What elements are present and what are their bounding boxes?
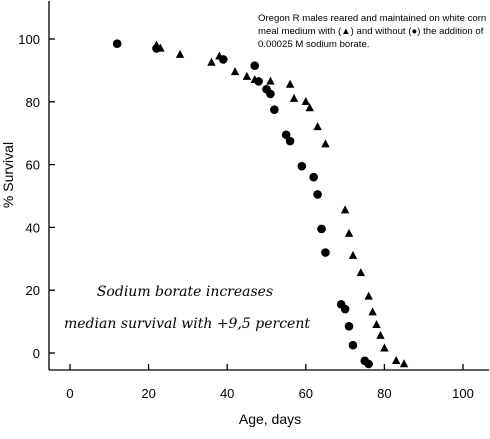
triangle-marker bbox=[348, 250, 358, 259]
circle-marker bbox=[266, 89, 275, 99]
circle-marker bbox=[344, 322, 354, 331]
triangle-marker bbox=[289, 93, 299, 102]
x-tick-label: 100 bbox=[452, 386, 474, 401]
note-line-1: Oregon R males reared and maintained on … bbox=[258, 13, 486, 24]
circle-marker bbox=[297, 161, 307, 171]
triangle-marker bbox=[175, 49, 185, 58]
y-tick-label: 100 bbox=[18, 32, 40, 47]
x-tick-label: 20 bbox=[141, 386, 155, 401]
circle-marker bbox=[309, 172, 318, 182]
x-tick-group: 0 20 40 60 80 100 bbox=[66, 364, 474, 401]
x-tick-label: 80 bbox=[377, 386, 391, 401]
triangle-marker bbox=[368, 307, 377, 316]
triangle-marker bbox=[340, 205, 350, 214]
legend-note: Oregon R males reared and maintained on … bbox=[258, 13, 486, 50]
circle-marker bbox=[152, 44, 161, 53]
circle-marker bbox=[218, 55, 228, 64]
triangle-marker bbox=[313, 122, 322, 131]
triangle-marker bbox=[372, 319, 381, 328]
circle-marker bbox=[250, 61, 260, 70]
note-line-2: meal medium with (▲) and without (●) the… bbox=[258, 26, 484, 37]
y-tick-label: 20 bbox=[26, 283, 40, 298]
y-tick-group: 0 20 40 60 80 100 bbox=[18, 32, 55, 361]
triangle-marker bbox=[344, 228, 354, 237]
y-tick-label: 80 bbox=[26, 95, 40, 110]
annotation: Sodium borate increases median survival … bbox=[64, 284, 310, 332]
circle-marker bbox=[281, 130, 291, 140]
triangle-marker bbox=[301, 97, 310, 105]
triangle-marker bbox=[376, 330, 385, 339]
circle-marker bbox=[254, 77, 263, 86]
y-tick-label: 40 bbox=[26, 220, 40, 235]
circle-marker bbox=[112, 39, 122, 49]
y-tick-label: 0 bbox=[33, 346, 40, 361]
circle-marker bbox=[313, 190, 322, 199]
x-tick-label: 0 bbox=[66, 386, 73, 401]
triangle-marker bbox=[391, 356, 401, 365]
circle-marker bbox=[340, 304, 350, 314]
triangle-marker bbox=[305, 103, 314, 112]
x-tick-label: 40 bbox=[220, 386, 234, 401]
circle-marker bbox=[285, 136, 295, 146]
circle-marker bbox=[270, 105, 279, 114]
triangle-marker bbox=[380, 343, 389, 352]
circle-marker bbox=[364, 359, 373, 369]
note-line-3: 0.00025 M sodium borate. bbox=[258, 39, 369, 50]
triangle-marker bbox=[207, 57, 216, 66]
circle-marker bbox=[321, 248, 330, 257]
triangle-marker bbox=[364, 291, 373, 300]
circle-marker bbox=[348, 340, 358, 350]
triangle-marker bbox=[230, 67, 240, 76]
triangle-marker bbox=[356, 268, 366, 277]
y-axis-title: % Survival bbox=[0, 142, 16, 208]
annotation-line-1: Sodium borate increases bbox=[97, 284, 273, 300]
data-markers bbox=[112, 39, 409, 369]
circle-marker bbox=[317, 224, 326, 234]
triangle-marker bbox=[399, 359, 409, 368]
y-tick-label: 60 bbox=[26, 158, 40, 173]
triangle-marker bbox=[242, 71, 252, 80]
triangle-marker bbox=[266, 76, 275, 85]
x-axis-title: Age, days bbox=[239, 411, 301, 427]
triangle-marker bbox=[321, 139, 330, 148]
annotation-line-2: median survival with +9,5 percent bbox=[64, 316, 310, 332]
triangle-marker bbox=[285, 79, 295, 88]
x-tick-label: 60 bbox=[299, 386, 313, 401]
